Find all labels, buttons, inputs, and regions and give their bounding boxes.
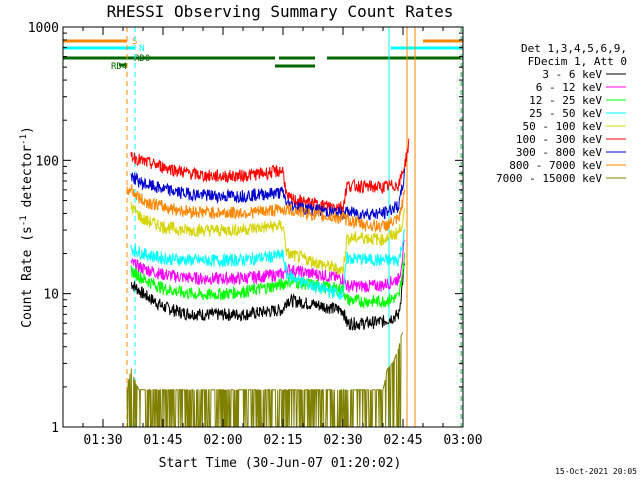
series-line xyxy=(126,184,406,234)
x-tick-label: 02:15 xyxy=(263,433,302,448)
series-line xyxy=(126,332,403,428)
chart-title: RHESSI Observing Summary Count Rates xyxy=(107,2,454,21)
x-tick-label: 03:00 xyxy=(443,433,482,448)
series-line xyxy=(130,229,406,301)
y-tick-label: 10 xyxy=(43,288,59,303)
x-tick-label: 01:30 xyxy=(83,433,122,448)
x-tick-label: 02:30 xyxy=(323,433,362,448)
y-label-part3: ) xyxy=(20,126,35,134)
x-tick-label: 02:45 xyxy=(383,433,422,448)
series-lines xyxy=(126,138,410,428)
legend-label: 50 - 100 keV xyxy=(523,120,603,133)
y-tick-label: 1000 xyxy=(28,21,59,36)
series-line xyxy=(130,262,406,331)
legend-label: 12 - 25 keV xyxy=(529,94,602,107)
y-tick-label: 100 xyxy=(36,154,59,169)
x-tick-label: 01:45 xyxy=(143,433,182,448)
flag-label: RD4 xyxy=(111,62,127,72)
x-axis-label: Start Time (30-Jun-07 01:20:02) xyxy=(159,456,402,471)
x-axis-ticks: 01:30 01:45 02:00 02:15 02:30 02:45 03:00 xyxy=(62,27,483,448)
legend-label: 6 - 12 keV xyxy=(536,81,603,94)
legend-label: 3 - 6 keV xyxy=(542,68,602,81)
flag-label: RD0 xyxy=(134,54,150,64)
legend-label: 800 - 7000 keV xyxy=(509,159,602,172)
x-tick-label: 02:00 xyxy=(203,433,242,448)
legend-header-1: Det 1,3,4,5,6,9, xyxy=(521,42,627,55)
y-axis-ticks: 1 10 100 1000 xyxy=(28,21,463,436)
legend: Det 1,3,4,5,6,9, FDecim 1, Att 0 3 - 6 k… xyxy=(496,42,627,185)
legend-label: 7000 - 15000 keV xyxy=(496,172,602,185)
series-line xyxy=(130,138,410,213)
legend-label: 100 - 300 keV xyxy=(516,133,602,146)
vertical-markers xyxy=(126,27,463,427)
y-label-sup1: -1 xyxy=(19,215,29,226)
flag-label: N xyxy=(139,44,144,54)
series-line xyxy=(130,201,406,276)
legend-label: 25 - 50 keV xyxy=(529,107,602,120)
y-label-part2: detector xyxy=(20,145,35,216)
series-line xyxy=(130,252,406,309)
series-line xyxy=(130,239,405,293)
y-label-part1: Count Rate (s xyxy=(20,226,35,328)
series-line xyxy=(130,168,406,221)
legend-label: 300 - 800 keV xyxy=(516,146,602,159)
footer-date: 15-Oct-2021 20:05 xyxy=(555,467,637,476)
legend-header-2: FDecim 1, Att 0 xyxy=(528,55,627,68)
y-tick-label: 1 xyxy=(51,421,59,436)
y-axis-label: Count Rate (s-1 detector-1) xyxy=(19,126,35,328)
flag-label: S xyxy=(132,37,137,47)
y-label-sup2: -1 xyxy=(19,134,29,145)
